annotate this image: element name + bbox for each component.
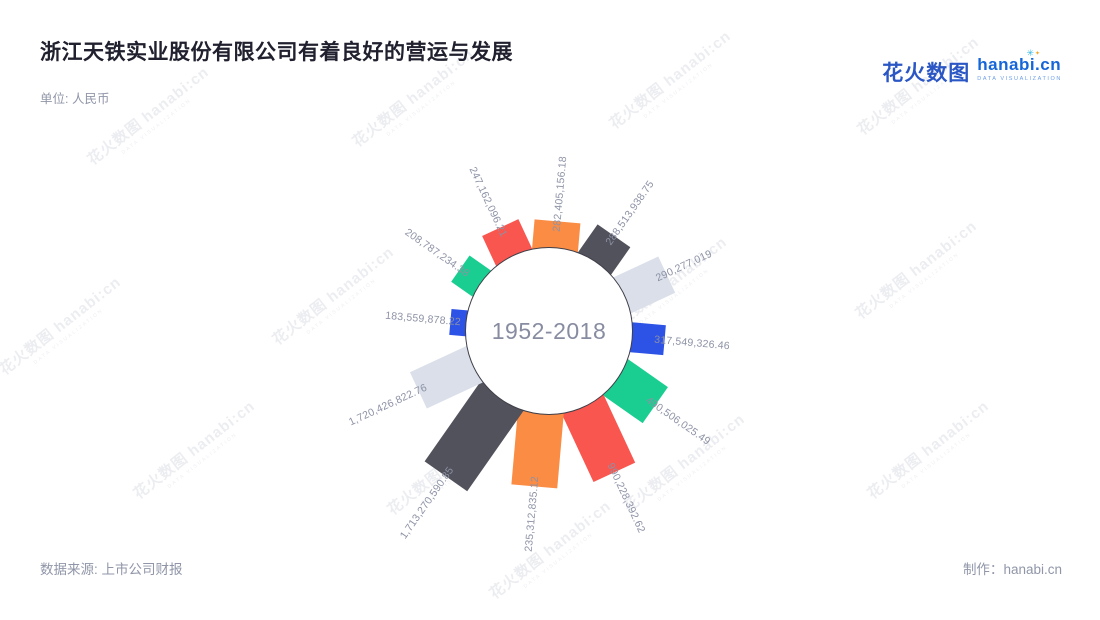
bar-value-label: 288,513,938.75 — [603, 178, 657, 248]
bar-value-label: 490,506,025.49 — [643, 394, 713, 448]
bar-value-label: 247,162,096.21 — [466, 165, 510, 240]
bar-value-label: 183,559,878.22 — [384, 309, 461, 329]
bar-value-label: 282,405,156.18 — [550, 155, 570, 232]
bar-value-label: 1,720,426,822.76 — [346, 381, 429, 429]
logo-brand-en: hanabi.cn — [977, 55, 1062, 74]
header: 浙江天铁实业股份有限公司有着良好的营运与发展 单位: 人民币 — [40, 36, 513, 109]
footer: 数据来源: 上市公司财报 制作：hanabi.cn — [40, 558, 1062, 578]
bar-value-label: 235,312,835.12 — [522, 475, 542, 553]
credit-site-link[interactable]: hanabi.cn — [1003, 562, 1062, 577]
unit-note: 单位: 人民币 — [40, 92, 110, 106]
chart-center-label: 1952-2018 — [491, 317, 607, 344]
credit-prefix: 制作： — [962, 562, 1004, 577]
bar-value-label: 1,713,270,590.85 — [397, 465, 456, 542]
logo-tagline: DATA VISUALIZATION — [977, 76, 1062, 82]
logo-brand-cn: 花火数图 — [882, 62, 971, 85]
bar-value-label: 317,549,326.46 — [654, 333, 731, 352]
credit-note: 制作：hanabi.cn — [963, 558, 1062, 578]
hanabi-logo[interactable]: 花火数图 ✳ ✦ hanabi.cn DATA VISUALIZATION — [882, 48, 1062, 87]
sparkle-icon: ✳ — [1026, 48, 1034, 58]
bar-value-label: 208,787,234.38 — [402, 225, 472, 280]
page-title: 浙江天铁实业股份有限公司有着良好的营运与发展 — [40, 41, 513, 64]
data-source-note: 数据来源: 上市公司财报 — [40, 562, 183, 577]
sparkle-icon: ✦ — [1034, 51, 1040, 57]
bar-value-label: 990,228,392.62 — [604, 460, 648, 535]
chart-center-circle: 1952-2018 — [465, 247, 633, 415]
